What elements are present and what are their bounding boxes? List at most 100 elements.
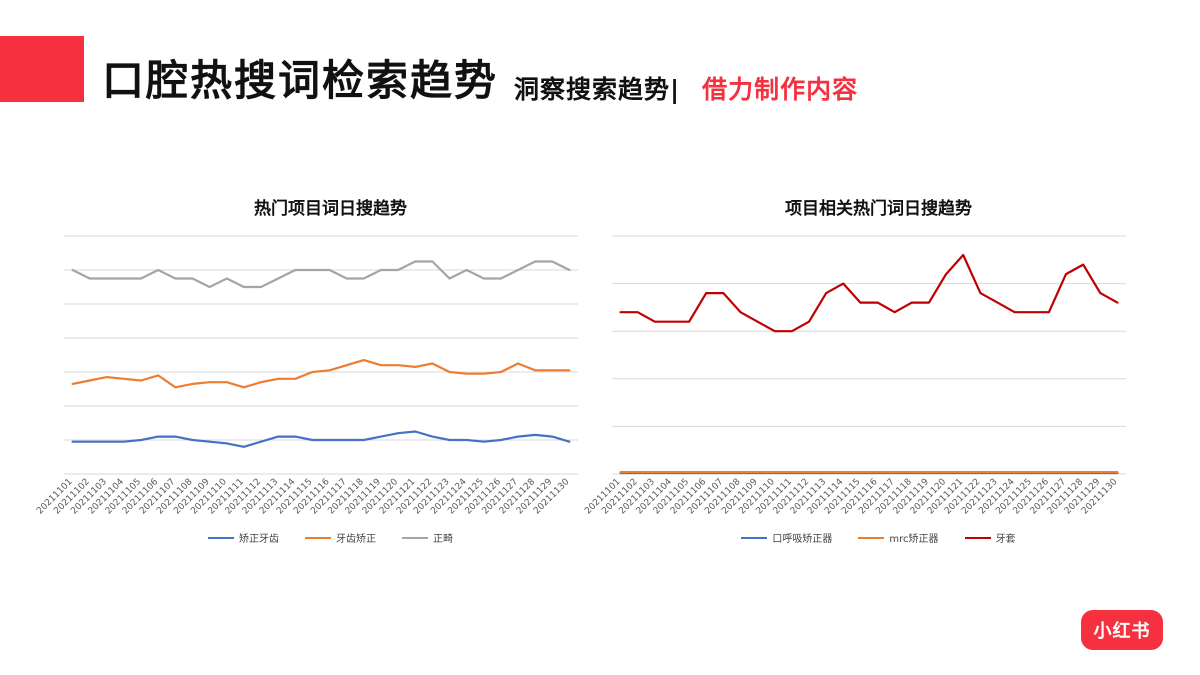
data-point <box>1048 471 1050 473</box>
data-point <box>1048 311 1050 313</box>
data-point <box>551 260 554 263</box>
data-point <box>311 371 314 373</box>
data-point <box>756 471 759 473</box>
data-point <box>928 471 930 473</box>
data-point <box>431 362 434 365</box>
data-point <box>911 301 913 304</box>
data-point <box>465 439 468 441</box>
data-point <box>397 432 399 434</box>
data-point <box>363 359 365 361</box>
data-point <box>482 277 485 280</box>
data-point <box>174 277 177 280</box>
data-point <box>225 381 228 383</box>
data-point <box>397 364 399 366</box>
data-point <box>208 286 211 288</box>
data-point <box>106 277 108 280</box>
data-point <box>191 439 194 441</box>
data-point <box>654 471 656 473</box>
data-point <box>328 369 331 372</box>
data-point <box>397 269 399 271</box>
data-point <box>671 471 673 473</box>
legend-swatch <box>858 536 885 539</box>
data-point <box>688 471 690 473</box>
data-point <box>294 435 297 438</box>
data-point <box>482 440 485 443</box>
series-line <box>619 253 1119 333</box>
data-point <box>88 440 91 443</box>
data-point <box>1013 471 1016 473</box>
data-point <box>380 269 382 271</box>
data-point <box>859 301 862 304</box>
series-line <box>71 430 571 448</box>
data-point <box>979 471 982 473</box>
chart-legend: 口呼吸矫正器 mrc矫正器 牙套 <box>606 530 1151 545</box>
legend-swatch <box>402 536 428 539</box>
chart-related-hot-terms: 项目相关热门词日搜趋势 20211101 20211102 20211103 2021… <box>583 190 1151 560</box>
legend-swatch <box>964 536 991 539</box>
legend-item: 口呼吸矫正器 <box>741 530 832 545</box>
data-point <box>1116 471 1119 473</box>
data-point <box>363 277 365 280</box>
data-point <box>1099 471 1102 473</box>
data-point <box>808 320 810 323</box>
chart-hot-project-terms: 热门项目词日搜趋势 20211101 20211102 20211103 202111… <box>35 190 603 560</box>
page-header: 口腔热搜词检索趋势 洞察搜索趋势| 借力制作内容 <box>102 38 859 104</box>
data-point <box>517 435 519 438</box>
data-point <box>654 320 656 323</box>
legend-swatch <box>208 536 234 539</box>
data-point <box>277 435 279 438</box>
data-point <box>380 435 382 438</box>
data-point <box>174 386 177 389</box>
data-point <box>1030 311 1033 313</box>
data-point <box>671 320 673 323</box>
data-point <box>311 269 314 271</box>
data-point <box>911 471 913 473</box>
data-point <box>500 277 502 280</box>
data-point <box>517 362 519 365</box>
data-point <box>208 381 211 383</box>
data-point <box>174 435 177 438</box>
legend-label: 牙齿矫正 <box>336 534 376 545</box>
data-point <box>500 439 502 441</box>
legend-item: 正畸 <box>402 530 453 545</box>
chart-title: 热门项目词日搜趋势 <box>254 199 407 219</box>
data-point <box>705 292 708 294</box>
data-point <box>517 269 519 271</box>
data-point <box>1065 471 1067 473</box>
data-point <box>123 440 125 443</box>
data-point <box>106 376 108 378</box>
data-point <box>482 372 485 375</box>
data-point <box>294 378 297 380</box>
data-point <box>243 386 245 389</box>
data-point <box>157 435 160 438</box>
data-point <box>123 378 125 380</box>
data-point <box>773 330 776 332</box>
legend-label: 牙套 <box>995 534 1016 545</box>
data-point <box>825 471 827 473</box>
data-point <box>431 260 434 263</box>
data-point <box>1099 292 1102 294</box>
data-point <box>893 471 896 473</box>
data-point <box>225 442 228 445</box>
data-point <box>1065 273 1067 275</box>
data-point <box>71 440 74 443</box>
data-point <box>996 301 999 304</box>
data-point <box>1082 263 1084 266</box>
data-point <box>859 471 862 473</box>
data-point <box>465 372 468 375</box>
data-point <box>791 471 793 473</box>
data-point <box>380 364 382 366</box>
data-point <box>414 430 417 433</box>
data-point <box>636 471 639 473</box>
data-point <box>962 471 965 473</box>
legend-item: 矫正牙齿 <box>208 530 279 545</box>
data-point <box>739 471 742 473</box>
page-subtitle-accent: 借力制作内容 <box>702 75 859 104</box>
data-point <box>808 471 810 473</box>
header-accent-bar <box>0 36 84 102</box>
chart-legend: 矫正牙齿 牙齿矫正 正畸 <box>58 530 603 545</box>
xiaohongshu-logo: 小红书 <box>1081 610 1163 650</box>
legend-item: 牙套 <box>964 530 1016 545</box>
data-point <box>962 254 965 256</box>
data-point <box>791 330 793 332</box>
